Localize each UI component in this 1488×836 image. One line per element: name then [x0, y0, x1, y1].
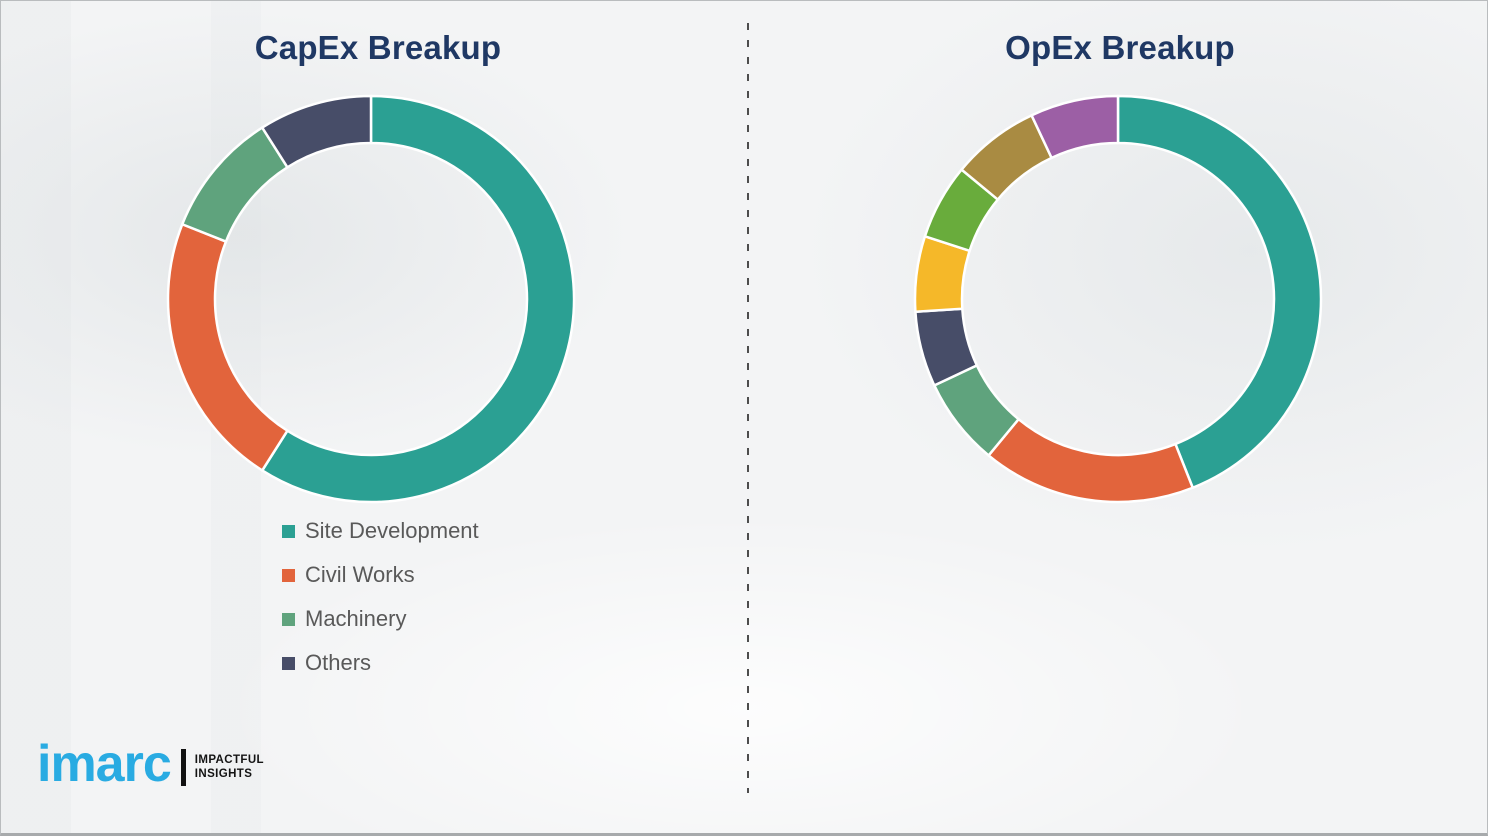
- capex-donut-chart: [165, 93, 577, 505]
- legend-item-site-development: Site Development: [282, 509, 479, 553]
- opex-title: OpEx Breakup: [1005, 29, 1235, 66]
- legend-swatch-others: [282, 656, 295, 670]
- legend-item-machinery: Machinery: [282, 597, 479, 641]
- legend-label: Site Development: [305, 518, 479, 543]
- donut-segment-raw-materials: [1116, 94, 1323, 489]
- legend-label: Others: [305, 650, 372, 675]
- donut-segment-others: [1030, 94, 1120, 160]
- tagline-line1: IMPACTFUL: [194, 754, 264, 766]
- imarc-tagline: IMPACTFUL INSIGHTS: [195, 753, 264, 781]
- opex-panel: OpEx Breakup Raw MaterialsSalaries and W…: [745, 1, 1487, 833]
- capex-panel: CapEx Breakup Site Development Civil Work…: [1, 1, 745, 833]
- opex-donut-chart: [912, 93, 1324, 505]
- logo-divider-bar: [180, 748, 186, 786]
- legend-label: Machinery: [305, 606, 407, 631]
- legend-label: Civil Works: [305, 562, 415, 587]
- donut-segment-others: [260, 94, 373, 169]
- legend-item-civil-works: Civil Works: [282, 553, 479, 597]
- donut-segment-salaries-and-wages: [987, 417, 1194, 504]
- capex-title: CapEx Breakup: [254, 29, 502, 66]
- tagline-line2: INSIGHTS: [194, 768, 253, 780]
- legend-swatch-site-development: [282, 524, 295, 538]
- legend-swatch-civil-works: [282, 568, 295, 582]
- donut-segment-civil-works: [166, 223, 289, 472]
- divider-dashed-line: [747, 23, 749, 793]
- imarc-logo: imarc IMPACTFUL INSIGHTS: [37, 735, 264, 793]
- legend-swatch-machinery: [282, 612, 295, 626]
- capex-legend: Site Development Civil Works Machinery Othe…: [282, 509, 479, 685]
- legend-item-others: Others: [282, 641, 479, 685]
- donut-segment-site-development: [260, 94, 576, 504]
- imarc-brand-text: imarc: [37, 735, 172, 793]
